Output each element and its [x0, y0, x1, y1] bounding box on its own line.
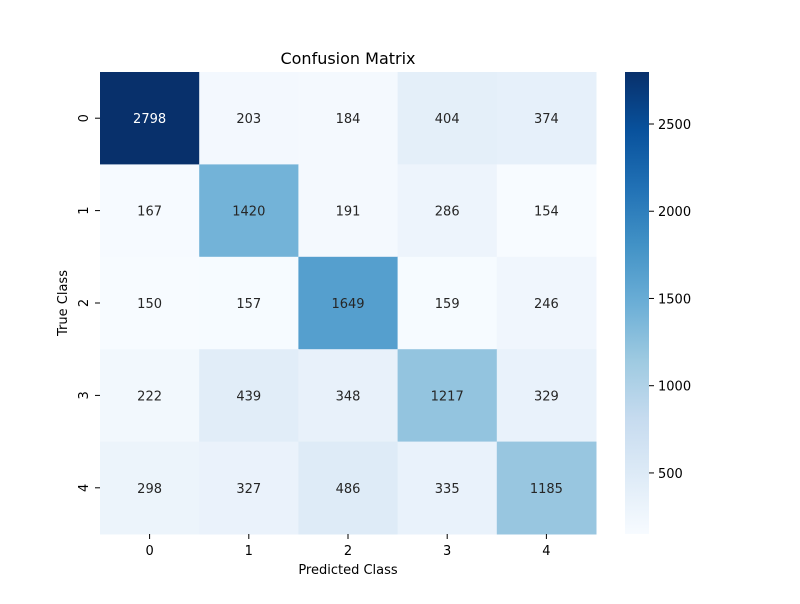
cell-annotation: 1649: [331, 297, 364, 312]
cell-annotation: 184: [336, 112, 361, 127]
cell-annotation: 404: [435, 112, 460, 127]
colorbar-tick-label: 2500: [658, 118, 691, 133]
cell-annotation: 327: [236, 482, 261, 497]
y-axis-label: True Class: [56, 270, 71, 337]
cell-annotation: 191: [336, 205, 361, 220]
heatmap-cell: [397, 349, 498, 443]
heatmap-cell: [496, 164, 597, 258]
x-tick-label: 4: [542, 544, 550, 559]
cell-annotation: 1185: [530, 482, 563, 497]
cell-annotation: 2798: [133, 112, 166, 127]
x-tick-label: 0: [145, 544, 153, 559]
cell-annotation: 335: [435, 482, 460, 497]
heatmap-cell: [298, 72, 399, 165]
cell-annotation: 298: [137, 482, 162, 497]
y-tick-label: 1: [77, 206, 92, 214]
x-axis: 0 1 2 3 4: [145, 534, 551, 559]
cell-annotation: 374: [534, 112, 559, 127]
colorbar-tick-label: 500: [658, 467, 683, 482]
heatmap-cell: [199, 441, 299, 535]
heatmap-cells: [100, 72, 597, 535]
colorbar-tick-label: 1500: [658, 292, 691, 307]
heatmap-cell: [298, 164, 399, 258]
heatmap-cell: [397, 72, 498, 165]
colorbar-tick-label: 1000: [658, 380, 691, 395]
heatmap-cell: [496, 72, 597, 165]
y-axis: 0 1 2 3 4: [77, 114, 100, 492]
cell-annotation: 348: [336, 389, 361, 404]
heatmap-cell: [100, 349, 200, 443]
heatmap-cell: [199, 72, 299, 165]
heatmap-cell: [496, 441, 597, 535]
heatmap-cell: [199, 256, 299, 350]
colorbar-axis: 500 1000 1500 2000 2500: [649, 118, 691, 482]
cell-annotation: 157: [236, 297, 261, 312]
heatmap-cell: [397, 441, 498, 535]
x-tick-label: 2: [344, 544, 352, 559]
heatmap-cell: [100, 256, 200, 350]
cell-annotation: 246: [534, 297, 559, 312]
heatmap-cell: [298, 441, 399, 535]
heatmap-cell: [199, 349, 299, 443]
y-tick-label: 0: [77, 114, 92, 122]
cell-annotation: 486: [336, 482, 361, 497]
cell-annotation: 154: [534, 205, 559, 220]
heatmap-cell: [298, 349, 399, 443]
heatmap-cell: [100, 441, 200, 535]
cell-annotation: 222: [137, 389, 162, 404]
heatmap-cell: [298, 256, 399, 350]
heatmap-cell: [397, 256, 498, 350]
chart-title: Confusion Matrix: [280, 49, 415, 68]
colorbar: [625, 72, 649, 534]
y-tick-label: 2: [77, 299, 92, 307]
heatmap-cell: [100, 72, 200, 165]
cell-annotation: 329: [534, 389, 559, 404]
cell-annotation: 167: [137, 205, 162, 220]
y-tick-label: 3: [77, 391, 92, 399]
cell-annotation: 1217: [431, 389, 464, 404]
colorbar-tick-label: 2000: [658, 205, 691, 220]
x-axis-label: Predicted Class: [298, 563, 398, 578]
x-tick-label: 1: [245, 544, 253, 559]
cell-annotation: 159: [435, 297, 460, 312]
y-tick-label: 4: [77, 484, 92, 492]
cell-annotation: 203: [236, 112, 261, 127]
cell-annotation: 150: [137, 297, 162, 312]
cell-annotations: 2798 203 184 404 374 167 1420 191 286 154 150 157 16…: [133, 112, 563, 497]
cell-annotation: 439: [236, 389, 261, 404]
cell-annotation: 1420: [232, 205, 265, 220]
x-tick-label: 3: [443, 544, 451, 559]
heatmap-cell: [100, 164, 200, 258]
heatmap-cell: [496, 349, 597, 443]
heatmap-cell: [199, 164, 299, 258]
heatmap-cell: [397, 164, 498, 258]
heatmap-cell: [496, 256, 597, 350]
cell-annotation: 286: [435, 205, 460, 220]
